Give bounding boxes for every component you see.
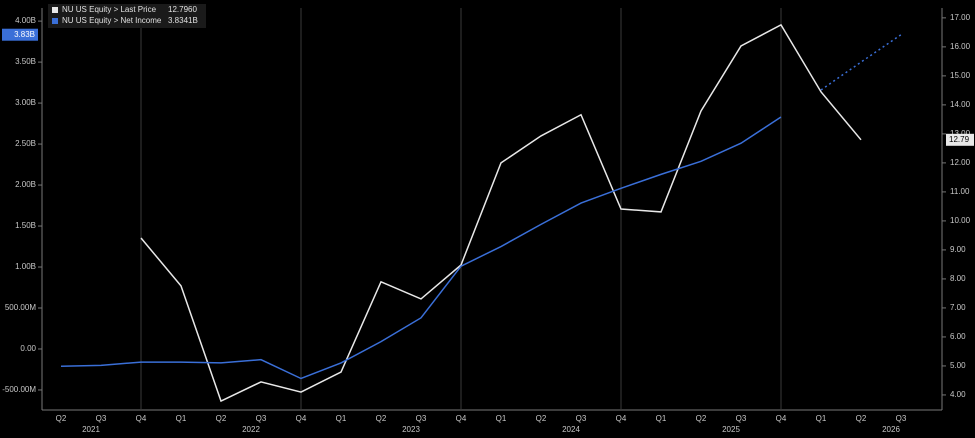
x-tick-label: Q1: [336, 414, 347, 423]
legend-value: 12.7960: [168, 5, 197, 14]
y-tick-label: 3.50B: [15, 57, 36, 66]
legend: NU US Equity > Last Price 12.7960 NU US Eq…: [48, 4, 206, 28]
x-tick-label: Q2: [56, 414, 67, 423]
legend-label: NU US Equity > Net Income: [62, 16, 162, 25]
y2-tick-label: 5.00: [950, 361, 966, 370]
x-tick-label: Q3: [96, 414, 107, 423]
y-tick-label: 0.00: [20, 344, 36, 353]
y-tick-label: 1.00B: [15, 262, 36, 271]
y2-tick-label: 13.00: [950, 129, 971, 138]
x-tick-label: Q3: [576, 414, 587, 423]
legend-box: [48, 4, 206, 28]
year-label: 2025: [722, 425, 740, 434]
y-tick-label: 4.00B: [15, 16, 36, 25]
x-tick-label: Q3: [256, 414, 267, 423]
y-tick-label: 500.00M: [5, 303, 36, 312]
legend-swatch: [52, 18, 58, 24]
x-tick-label: Q4: [616, 414, 627, 423]
x-tick-label: Q4: [296, 414, 307, 423]
series-line: [60, 116, 782, 380]
y2-tick-label: 10.00: [950, 216, 971, 225]
x-tick-label: Q1: [816, 414, 827, 423]
y2-tick-label: 12.00: [950, 158, 971, 167]
y-tick-label: 2.00B: [15, 180, 36, 189]
axis-value-label: 3.83B: [14, 30, 35, 39]
x-tick-label: Q2: [856, 414, 867, 423]
legend-swatch: [52, 7, 58, 13]
y2-tick-label: 8.00: [950, 274, 966, 283]
y2-tick-label: 15.00: [950, 71, 971, 80]
series-line: [820, 34, 902, 91]
year-label: 2026: [882, 425, 900, 434]
x-tick-label: Q1: [656, 414, 667, 423]
series-line: [140, 23, 862, 403]
x-tick-label: Q1: [176, 414, 187, 423]
x-tick-label: Q4: [776, 414, 787, 423]
year-label: 2023: [402, 425, 420, 434]
y2-tick-label: 7.00: [950, 303, 966, 312]
y2-tick-label: 11.00: [950, 187, 970, 196]
x-tick-label: Q3: [896, 414, 907, 423]
x-tick-label: Q2: [696, 414, 707, 423]
legend-value: 3.8341B: [168, 16, 198, 25]
legend-label: NU US Equity > Last Price: [62, 5, 157, 14]
axis-value-label: 12.79: [949, 135, 970, 144]
year-label: 2021: [82, 425, 100, 434]
year-label: 2024: [562, 425, 580, 434]
x-tick-label: Q4: [136, 414, 147, 423]
x-tick-label: Q4: [456, 414, 467, 423]
x-tick-label: Q1: [496, 414, 507, 423]
x-tick-label: Q3: [416, 414, 427, 423]
x-tick-label: Q3: [736, 414, 747, 423]
y2-tick-label: 16.00: [950, 42, 971, 51]
x-tick-label: Q2: [216, 414, 227, 423]
y-tick-label: 1.50B: [15, 221, 36, 230]
y-tick-label: 2.50B: [15, 139, 36, 148]
y-tick-label: 3.00B: [15, 98, 36, 107]
x-tick-label: Q2: [536, 414, 547, 423]
axis-value-tag: [946, 133, 974, 146]
year-label: 2022: [242, 425, 260, 434]
y-tick-label: -500.00M: [2, 385, 36, 394]
y2-tick-label: 4.00: [950, 390, 966, 399]
y2-tick-label: 17.00: [950, 13, 971, 22]
x-tick-label: Q2: [376, 414, 387, 423]
axis-value-tag: [2, 28, 38, 41]
y2-tick-label: 14.00: [950, 100, 971, 109]
y2-tick-label: 6.00: [950, 332, 966, 341]
y2-tick-label: 9.00: [950, 245, 966, 254]
